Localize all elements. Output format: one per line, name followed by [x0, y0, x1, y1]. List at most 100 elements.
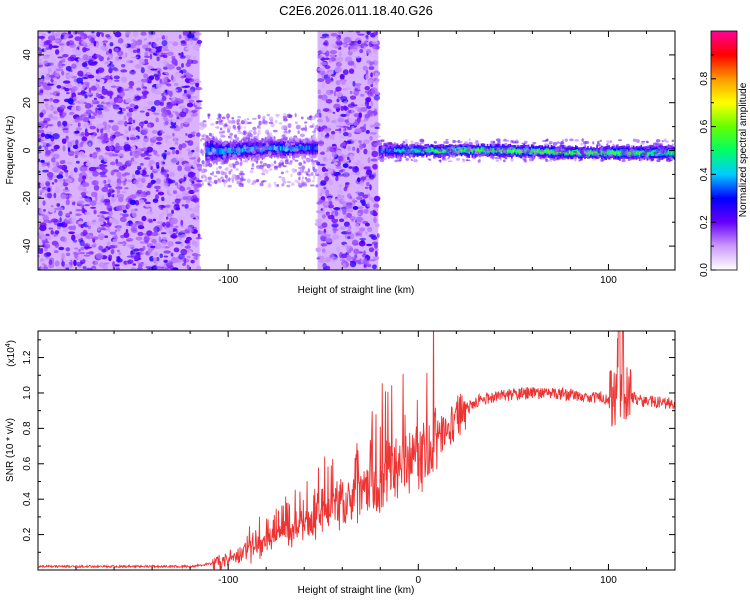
noise-speck — [161, 196, 165, 202]
noise-speck — [49, 97, 54, 102]
signal-band-cell — [651, 151, 653, 155]
noise-speck — [56, 68, 64, 72]
noise-speck — [150, 172, 154, 180]
noise-speck — [121, 55, 127, 59]
noise-speck — [64, 177, 73, 184]
signal-halo-speck — [381, 146, 385, 151]
signal-halo-speck — [301, 181, 307, 186]
noise-speck — [137, 52, 141, 55]
noise-speck — [352, 146, 356, 151]
noise-speck — [39, 78, 45, 83]
noise-speck — [91, 31, 95, 34]
signal-halo-speck — [289, 160, 292, 163]
signal-halo-speck — [396, 156, 401, 159]
signal-halo-speck — [285, 170, 289, 173]
noise-speck — [166, 174, 170, 178]
signal-halo-speck — [533, 146, 538, 149]
noise-speck — [151, 265, 158, 270]
signal-halo-speck — [301, 128, 304, 131]
noise-speck — [72, 119, 75, 124]
noise-speck — [184, 174, 189, 178]
x-tick-label: 0 — [416, 575, 422, 586]
noise-speck — [50, 230, 54, 235]
noise-speck — [69, 111, 75, 116]
signal-halo-speck — [231, 153, 237, 159]
signal-halo-speck — [377, 152, 381, 156]
signal-halo-speck — [652, 146, 657, 148]
noise-speck — [67, 146, 71, 153]
noise-speck — [169, 125, 177, 129]
noise-speck — [128, 86, 133, 89]
noise-speck — [365, 74, 369, 81]
signal-band-cell — [316, 145, 318, 151]
noise-speck — [93, 185, 100, 191]
signal-halo-speck — [206, 156, 211, 160]
signal-halo-speck — [224, 124, 228, 127]
noise-speck — [337, 37, 340, 43]
signal-halo-speck — [266, 113, 270, 117]
noise-speck — [98, 217, 105, 223]
signal-halo-speck — [273, 181, 277, 186]
signal-halo-speck — [309, 125, 314, 128]
signal-halo-speck — [278, 176, 282, 179]
noise-speck — [69, 211, 73, 215]
noise-speck — [327, 110, 333, 113]
signal-halo-speck — [460, 147, 464, 151]
noise-speck — [71, 86, 78, 92]
noise-speck — [342, 262, 347, 268]
signal-halo-speck — [472, 147, 476, 152]
noise-speck — [374, 142, 380, 147]
noise-speck — [74, 51, 82, 56]
noise-speck — [115, 161, 123, 167]
noise-speck — [89, 200, 97, 207]
signal-halo-speck — [268, 134, 274, 138]
signal-halo-speck — [284, 142, 289, 148]
noise-speck — [182, 31, 189, 37]
noise-speck — [334, 45, 340, 49]
noise-speck — [163, 176, 167, 182]
signal-halo-speck — [629, 149, 633, 153]
noise-speck — [74, 130, 80, 134]
noise-speck — [159, 263, 164, 267]
signal-band-cell — [206, 146, 209, 155]
signal-halo-speck — [299, 169, 303, 174]
noise-speck — [185, 133, 188, 136]
noise-speck — [345, 182, 350, 185]
signal-halo-speck — [428, 147, 431, 152]
noise-speck — [50, 157, 56, 163]
signal-halo-speck — [215, 126, 220, 129]
noise-speck — [321, 57, 325, 61]
noise-speck — [48, 43, 53, 50]
signal-halo-speck — [404, 147, 410, 150]
noise-speck — [61, 138, 67, 144]
noise-speck — [104, 235, 109, 239]
noise-speck — [373, 216, 377, 224]
noise-speck — [355, 258, 361, 261]
signal-halo-speck — [567, 144, 571, 148]
signal-halo-speck — [391, 146, 395, 149]
noise-speck — [57, 62, 62, 68]
noise-speck — [156, 257, 160, 262]
signal-halo-speck — [584, 140, 590, 144]
noise-speck — [193, 253, 201, 257]
signal-halo-speck — [278, 150, 283, 156]
noise-speck — [120, 234, 126, 239]
noise-speck — [189, 78, 195, 83]
noise-speck — [43, 208, 46, 212]
signal-halo-speck — [247, 155, 252, 160]
noise-speck — [114, 47, 119, 53]
noise-speck — [160, 232, 167, 235]
signal-halo-speck — [474, 142, 479, 145]
noise-speck — [38, 31, 43, 35]
signal-halo-speck — [300, 155, 305, 160]
signal-halo-speck — [275, 113, 281, 117]
noise-speck — [321, 248, 326, 253]
signal-halo-speck — [237, 115, 241, 119]
noise-speck — [144, 201, 151, 205]
signal-halo-speck — [380, 139, 384, 143]
signal-halo-speck — [246, 146, 249, 149]
signal-band-cell — [546, 149, 548, 153]
noise-speck — [166, 187, 172, 194]
noise-speck — [101, 180, 105, 184]
signal-halo-speck — [226, 113, 231, 119]
